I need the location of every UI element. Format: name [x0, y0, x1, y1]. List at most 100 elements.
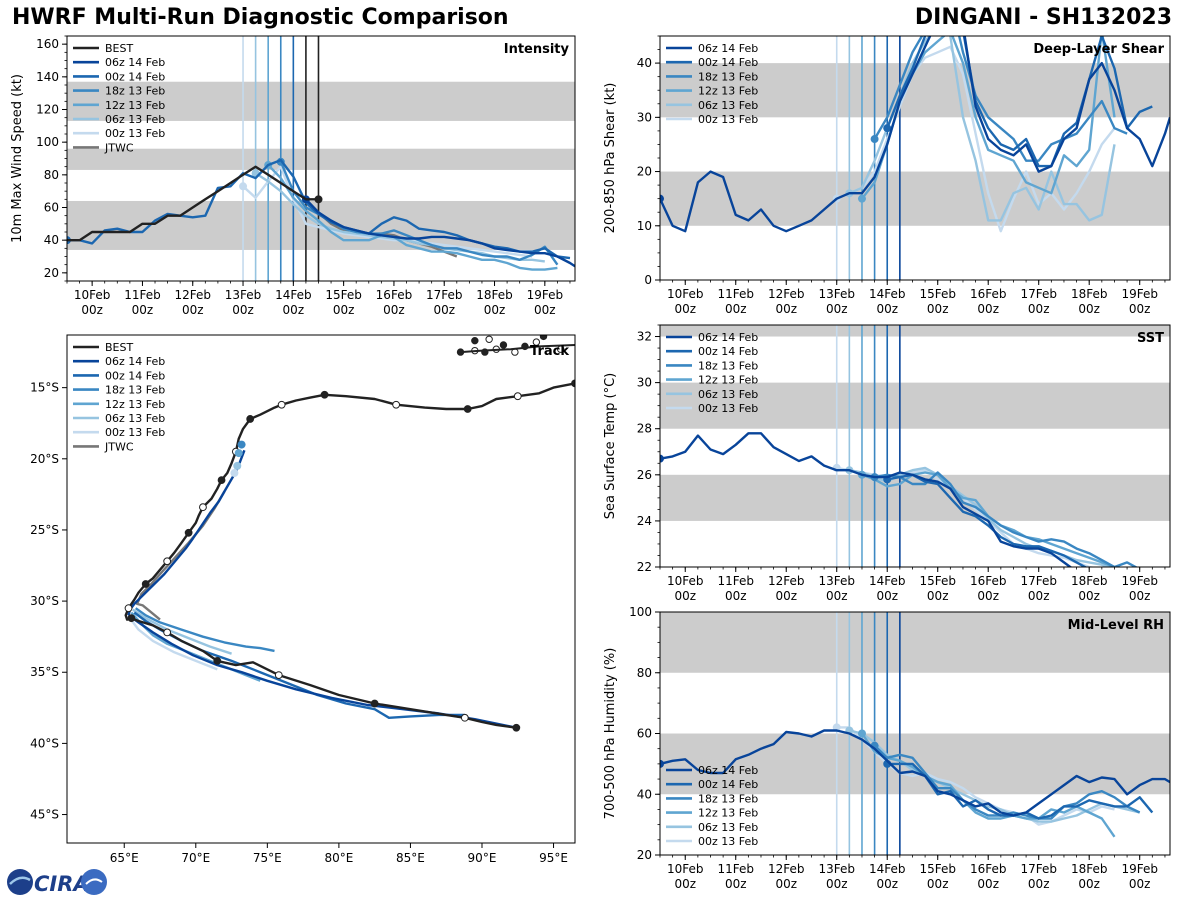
main-title: HWRF Multi-Run Diagnostic Comparison	[12, 5, 509, 30]
y-tick-label: 24	[637, 514, 652, 528]
x-tick-label: 00z	[81, 303, 103, 317]
x-tick-label: 00z	[876, 589, 898, 603]
series-marker-intensity	[239, 182, 248, 191]
band-sst	[660, 474, 1170, 521]
x-tick-label: 17Feb	[1020, 574, 1057, 588]
legend-label: 12z 13 Feb	[698, 374, 758, 387]
track-18z-13-feb	[135, 607, 275, 653]
series-marker-rh	[857, 729, 866, 738]
track-run-start	[237, 440, 246, 449]
y-tick-label: 140	[36, 70, 59, 84]
track-cluster-point	[539, 335, 548, 341]
track-position-marker	[277, 400, 286, 409]
legend-label: 00z 14 Feb	[105, 70, 165, 83]
legend-label: 18z 13 Feb	[105, 384, 165, 397]
series-rh-06z-14-feb	[660, 729, 1170, 817]
legend-label: 00z 14 Feb	[698, 56, 758, 69]
track-cluster-point	[532, 338, 541, 346]
chart-rh: 2040608010010Feb00z11Feb00z12Feb00z13Feb…	[603, 605, 1171, 891]
x-tick-label: 00z	[1028, 877, 1050, 891]
legend-label: 00z 14 Feb	[698, 778, 758, 791]
x-tick-label: 00z	[232, 303, 254, 317]
x-tick-label: 00z	[876, 877, 898, 891]
series-shear-06z-14-feb	[660, 36, 1170, 233]
x-tick-label: 00z	[674, 302, 696, 316]
frame-sst	[659, 324, 1171, 568]
series-marker-shear	[660, 194, 664, 203]
legend-label: BEST	[105, 341, 133, 354]
chart-title: Intensity	[504, 42, 570, 57]
y-tick-label: 0	[644, 273, 652, 287]
x-tick-label: 00z	[534, 303, 556, 317]
x-tick-label: 15Feb	[919, 574, 956, 588]
track-00z-14-feb	[133, 611, 465, 719]
x-tick-label: 00z	[826, 877, 848, 891]
x-tick-label: 19Feb	[1121, 574, 1158, 588]
chart-title: SST	[1137, 331, 1164, 346]
track-06z-14-feb-north	[127, 449, 246, 616]
track-position-marker	[392, 400, 401, 409]
x-tick-label: 10Feb	[74, 288, 111, 302]
track-06z-13-feb	[132, 608, 232, 655]
series-shear-00z-14-feb	[886, 36, 1153, 168]
x-tick-label: 12Feb	[768, 574, 805, 588]
x-tick-label: 15Feb	[919, 287, 956, 301]
x-tick-label: 00z	[977, 589, 999, 603]
x-tick-label: 00z	[1078, 877, 1100, 891]
chart-intensity: 2040608010012014016010Feb00z11Feb00z12Fe…	[10, 35, 576, 317]
y-tick-label: 40	[637, 787, 652, 801]
x-tick-label: 80°E	[324, 851, 353, 865]
x-tick-label: 00z	[927, 302, 949, 316]
x-tick-label: 13Feb	[818, 574, 855, 588]
y-tick-label: 20	[637, 848, 652, 862]
x-tick-label: 19Feb	[1121, 287, 1158, 301]
track-cluster-point	[485, 335, 493, 343]
x-tick-label: 00z	[977, 877, 999, 891]
x-tick-label: 13Feb	[225, 288, 262, 302]
legend-label: 18z 13 Feb	[105, 85, 165, 98]
track-position-marker	[460, 713, 469, 722]
band-sst	[660, 325, 1170, 337]
track-position-marker	[274, 671, 283, 679]
track-00z-13-feb	[129, 617, 218, 671]
x-tick-label: 16Feb	[970, 287, 1007, 301]
legend-label: BEST	[105, 42, 133, 55]
x-tick-label: 15Feb	[919, 862, 956, 876]
x-tick-label: 12Feb	[768, 862, 805, 876]
x-tick-label: 00z	[1078, 589, 1100, 603]
legend-label: 00z 13 Feb	[698, 113, 758, 126]
legend-label: 06z 14 Feb	[105, 355, 165, 368]
band-intensity	[67, 81, 575, 121]
cira-sat-wing	[85, 878, 103, 885]
legend-label: JTWC	[104, 440, 134, 453]
legend-label: 00z 13 Feb	[698, 402, 758, 415]
legend-label: 06z 13 Feb	[698, 821, 758, 834]
series-sst-00z-14-feb	[886, 473, 1088, 567]
x-tick-label: 18Feb	[1071, 574, 1108, 588]
y-tick-label: 30	[637, 110, 652, 124]
band-sst	[660, 382, 1170, 429]
track-northeast-segment	[460, 343, 575, 354]
x-tick-label: 00z	[876, 302, 898, 316]
legend-label: 06z 13 Feb	[698, 99, 758, 112]
band-intensity	[67, 148, 575, 170]
y-tick-label: 100	[629, 605, 652, 619]
y-tick-label: 60	[44, 201, 59, 215]
series-marker-sst	[660, 454, 664, 463]
track-cluster-point	[471, 336, 479, 345]
track-position-marker	[513, 392, 522, 401]
x-tick-label: 65°E	[110, 851, 139, 865]
legend-label: 00z 14 Feb	[698, 345, 758, 358]
legend-label: 06z 13 Feb	[105, 113, 165, 126]
cira-logo: CIRA	[7, 869, 107, 896]
track-position-marker	[163, 557, 172, 566]
y-tick-label: 22	[637, 560, 652, 574]
plot-area-rh	[660, 612, 1170, 855]
track-position-marker	[127, 614, 136, 623]
track-position-marker	[124, 604, 133, 613]
y-tick-label: 35°S	[30, 665, 59, 679]
plot-area-sst	[660, 325, 1170, 567]
x-tick-label: 17Feb	[1020, 287, 1057, 301]
x-tick-label: 00z	[674, 877, 696, 891]
